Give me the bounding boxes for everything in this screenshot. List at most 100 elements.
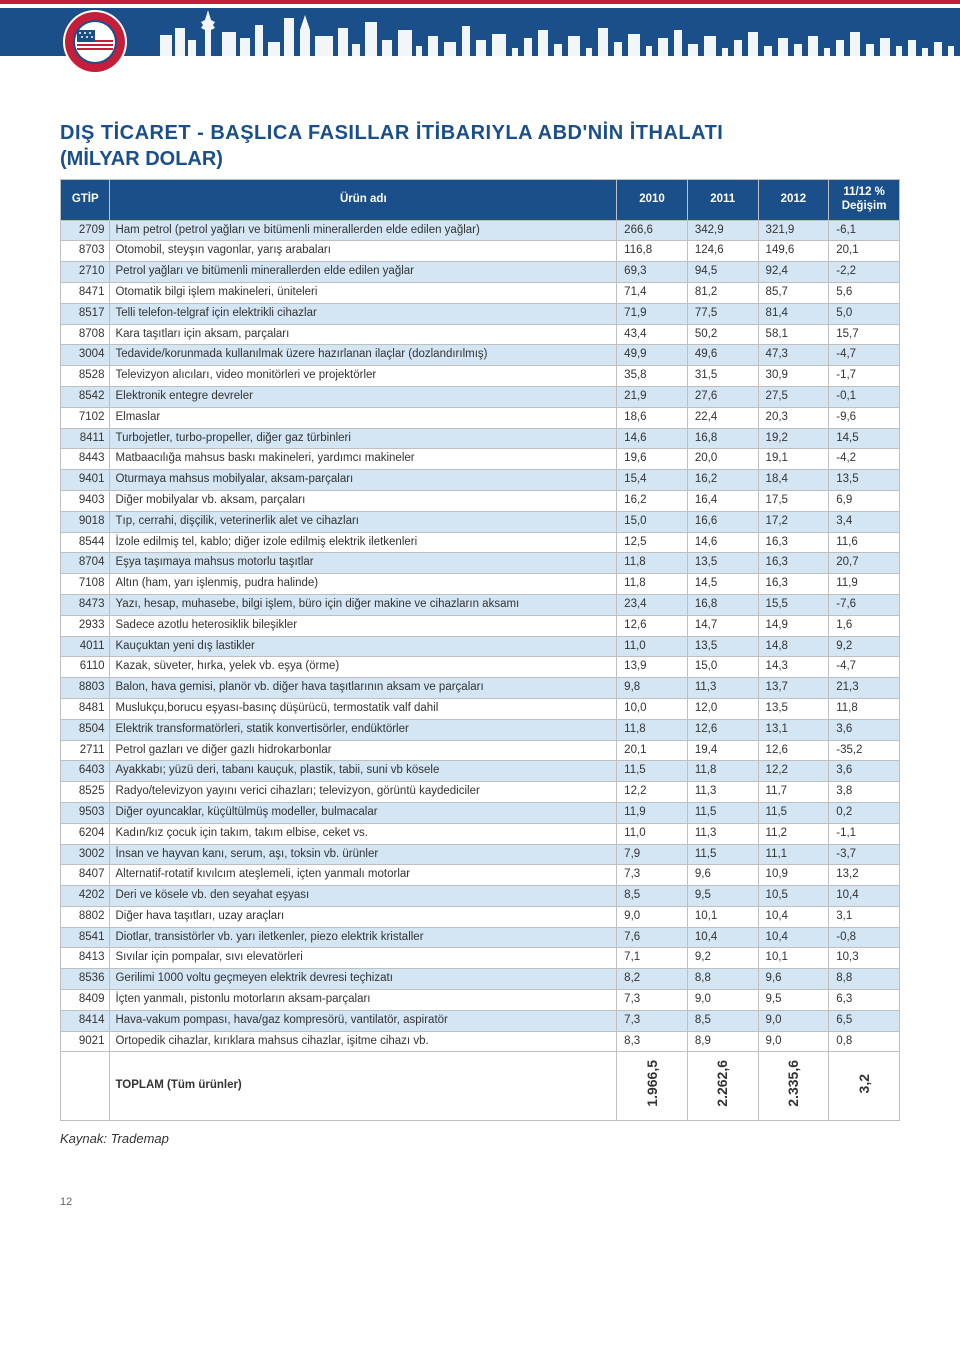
table-cell: Turbojetler, turbo-propeller, diğer gaz …	[110, 428, 617, 449]
table-cell: 49,9	[617, 345, 688, 366]
table-cell: 8708	[61, 324, 110, 345]
table-cell: 8,2	[617, 969, 688, 990]
table-cell: 11,6	[829, 532, 900, 553]
table-cell: 6,5	[829, 1010, 900, 1031]
table-cell: 8504	[61, 719, 110, 740]
table-cell: 6,3	[829, 990, 900, 1011]
table-cell: 13,5	[687, 553, 758, 574]
table-cell: 15,5	[758, 594, 829, 615]
table-cell: 10,9	[758, 865, 829, 886]
table-cell: 11,7	[758, 782, 829, 803]
table-cell: 5,0	[829, 303, 900, 324]
col-change: 11/12 % Değişim	[829, 180, 900, 221]
total-label: TOPLAM (Tüm ürünler)	[110, 1052, 617, 1121]
table-cell: 2709	[61, 220, 110, 241]
table-row: 3002İnsan ve hayvan kanı, serum, aşı, to…	[61, 844, 900, 865]
table-cell: Hava-vakum pompası, hava/gaz kompresörü,…	[110, 1010, 617, 1031]
table-cell: 10,4	[829, 886, 900, 907]
table-cell: 47,3	[758, 345, 829, 366]
table-cell: 8,5	[617, 886, 688, 907]
table-cell: 266,6	[617, 220, 688, 241]
table-cell: 19,1	[758, 449, 829, 470]
table-cell: Kara taşıtları için aksam, parçaları	[110, 324, 617, 345]
table-cell: Kazak, süveter, hırka, yelek vb. eşya (ö…	[110, 657, 617, 678]
table-cell: 49,6	[687, 345, 758, 366]
badge-icon	[63, 10, 127, 74]
table-cell: 15,0	[617, 511, 688, 532]
table-cell: 10,1	[758, 948, 829, 969]
table-cell: 8471	[61, 282, 110, 303]
table-cell: Gerilimi 1000 voltu geçmeyen elektrik de…	[110, 969, 617, 990]
imports-table: GTİP Ürün adı 2010 2011 2012 11/12 % Değ…	[60, 179, 900, 1121]
table-cell: Tıp, cerrahi, dişçilik, veterinerlik ale…	[110, 511, 617, 532]
table-cell: 11,3	[687, 782, 758, 803]
table-cell: 9,0	[687, 990, 758, 1011]
table-cell: Diğer oyuncaklar, küçültülmüş modeller, …	[110, 802, 617, 823]
table-cell: -35,2	[829, 740, 900, 761]
table-cell: 15,7	[829, 324, 900, 345]
table-cell: 17,5	[758, 490, 829, 511]
table-cell: Radyo/televizyon yayını verici cihazları…	[110, 782, 617, 803]
table-cell: 4202	[61, 886, 110, 907]
table-cell: 124,6	[687, 241, 758, 262]
table-cell: 16,2	[617, 490, 688, 511]
table-row: 8473Yazı, hesap, muhasebe, bilgi işlem, …	[61, 594, 900, 615]
table-cell: 14,3	[758, 657, 829, 678]
table-cell: 14,6	[617, 428, 688, 449]
table-cell: 8,8	[829, 969, 900, 990]
table-cell: -7,6	[829, 594, 900, 615]
table-row: 8413Sıvılar için pompalar, sıvı elevatör…	[61, 948, 900, 969]
table-cell: 11,9	[829, 574, 900, 595]
table-cell: 8411	[61, 428, 110, 449]
table-row: 8541Diotlar, transistörler vb. yarı ilet…	[61, 927, 900, 948]
source-text: Kaynak: Trademap	[60, 1131, 900, 1146]
table-cell: 9021	[61, 1031, 110, 1052]
table-row: 8407Alternatif-rotatif kıvılcım ateşleme…	[61, 865, 900, 886]
table-cell: 8414	[61, 1010, 110, 1031]
table-cell: 92,4	[758, 262, 829, 283]
total-value: 1.966,5	[617, 1052, 688, 1121]
table-cell: Elektrik transformatörleri, statik konve…	[110, 719, 617, 740]
table-cell: 11,8	[617, 553, 688, 574]
table-cell: 7,9	[617, 844, 688, 865]
table-cell: 6204	[61, 823, 110, 844]
table-cell: 8517	[61, 303, 110, 324]
table-row: 8528Televizyon alıcıları, video monitörl…	[61, 366, 900, 387]
table-cell: 8409	[61, 990, 110, 1011]
table-row: 2711Petrol gazları ve diğer gazlı hidrok…	[61, 740, 900, 761]
table-cell: 6,9	[829, 490, 900, 511]
table-cell: 8544	[61, 532, 110, 553]
table-cell: 3002	[61, 844, 110, 865]
col-gtip: GTİP	[61, 180, 110, 221]
table-cell: Otomobil, steyşın vagonlar, yarış arabal…	[110, 241, 617, 262]
table-row: 7102Elmaslar18,622,420,3-9,6	[61, 407, 900, 428]
table-cell: 12,0	[687, 698, 758, 719]
table-cell: 9403	[61, 490, 110, 511]
table-cell: Elektronik entegre devreler	[110, 386, 617, 407]
table-cell: 11,5	[687, 802, 758, 823]
table-cell: 14,5	[687, 574, 758, 595]
table-cell: 7108	[61, 574, 110, 595]
table-cell: 20,0	[687, 449, 758, 470]
table-row: 9401Oturmaya mahsus mobilyalar, aksam-pa…	[61, 470, 900, 491]
table-cell: 14,7	[687, 615, 758, 636]
table-cell: Diotlar, transistörler vb. yarı iletkenl…	[110, 927, 617, 948]
table-cell: 13,9	[617, 657, 688, 678]
table-cell: 16,3	[758, 553, 829, 574]
table-cell: 18,6	[617, 407, 688, 428]
table-cell: 9,2	[829, 636, 900, 657]
table-cell: 10,0	[617, 698, 688, 719]
table-cell: 7102	[61, 407, 110, 428]
table-cell: Petrol yağları ve bitümenli minerallerde…	[110, 262, 617, 283]
table-cell: 8704	[61, 553, 110, 574]
table-cell: 16,8	[687, 594, 758, 615]
table-cell: Balon, hava gemisi, planör vb. diğer hav…	[110, 678, 617, 699]
table-cell: 21,3	[829, 678, 900, 699]
table-cell: 71,9	[617, 303, 688, 324]
table-row: 8525Radyo/televizyon yayını verici cihaz…	[61, 782, 900, 803]
table-cell: 12,2	[758, 761, 829, 782]
table-cell: Sadece azotlu heterosiklik bileşikler	[110, 615, 617, 636]
table-cell: 15,0	[687, 657, 758, 678]
table-cell: 8443	[61, 449, 110, 470]
table-cell: -6,1	[829, 220, 900, 241]
